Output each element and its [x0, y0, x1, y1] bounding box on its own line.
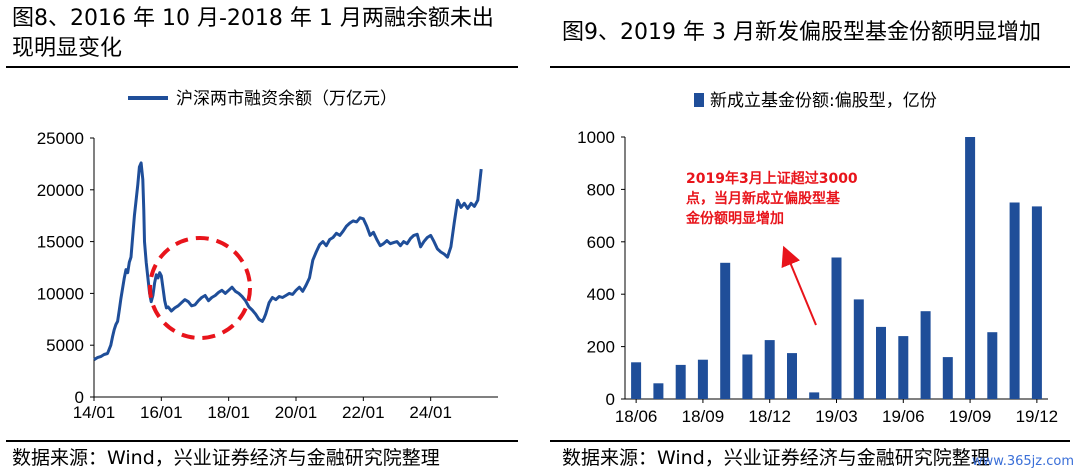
left-y-tick-label: 0 — [75, 388, 84, 407]
left-y-tick-label: 15000 — [37, 233, 84, 252]
bar — [898, 336, 909, 399]
bar — [1009, 202, 1020, 399]
left-source-rule — [6, 440, 518, 442]
left-panel: 图8、2016 年 10 月-2018 年 1 月两融余额未出现明显变化 0 50… — [0, 0, 522, 471]
bar — [653, 383, 664, 399]
bar — [631, 362, 642, 399]
annotation-line-1: 2019年3月上证超过3000 — [686, 170, 858, 187]
right-y-tick-label: 800 — [587, 180, 615, 199]
bar — [853, 299, 864, 399]
right-legend: 新成立基金份额:偏股型，亿份 — [694, 91, 937, 111]
right-x-tick-label: 18/12 — [748, 407, 791, 426]
right-legend-label: 新成立基金份额:偏股型，亿份 — [710, 91, 937, 111]
right-chart-title: 图9、2019 年 3 月新发偏股型基金份额明显增加 — [562, 20, 1041, 45]
right-axes: 0 200 400 600 800 1000 18/06 18/09 18/12 19/03 19/… — [577, 128, 1058, 426]
right-panel: 图9、2019 年 3 月新发偏股型基金份额明显增加 新成立基金份额:偏股型，亿… — [550, 0, 1080, 471]
annotation-line-3: 金份额明显增加 — [685, 210, 784, 227]
bar — [920, 311, 931, 399]
right-y-tick-label: 200 — [587, 338, 615, 357]
left-y-tick-label: 10000 — [37, 284, 84, 303]
bar — [764, 340, 775, 399]
bar — [987, 332, 998, 399]
right-x-tick-label: 19/06 — [882, 407, 925, 426]
right-x-tick-label: 19/03 — [815, 407, 858, 426]
right-source: 数据来源：Wind，兴业证券经济与金融研究院整理 — [562, 447, 990, 469]
bar — [720, 262, 731, 399]
left-legend: 沪深两市融资余额（万亿元） — [128, 89, 397, 109]
right-x-tick-label: 19/12 — [1016, 407, 1059, 426]
left-legend-label: 沪深两市融资余额（万亿元） — [176, 89, 397, 109]
left-x-tick-label: 22/01 — [342, 403, 385, 422]
annotation-arrow — [781, 245, 817, 326]
bar — [831, 257, 842, 399]
right-legend-swatch — [694, 93, 704, 107]
left-line-chart: 0 5000 10000 15000 20000 25000 14/01 16/01 18/01… — [37, 89, 498, 422]
bar — [742, 354, 753, 399]
bar — [787, 353, 797, 399]
right-x-tick-label: 18/09 — [682, 407, 725, 426]
annotation-line-2: 点，当月新成立偏股型基 — [686, 190, 841, 207]
left-y-tick-label: 25000 — [37, 129, 84, 148]
bar — [809, 392, 820, 399]
left-x-tick-label: 24/01 — [409, 403, 452, 422]
right-y-tick-label: 600 — [587, 233, 615, 252]
bar — [876, 326, 886, 399]
right-x-tick-label: 19/09 — [949, 407, 992, 426]
bar — [1031, 206, 1042, 399]
left-title-rule — [6, 66, 518, 68]
right-bars — [631, 137, 1042, 399]
right-y-tick-label: 400 — [587, 285, 615, 304]
bar — [942, 357, 953, 399]
highlight-circle — [148, 236, 252, 340]
right-bar-chart: 新成立基金份额:偏股型，亿份 0 200 400 600 800 1000 18/06 18/… — [577, 91, 1058, 426]
left-series-line — [93, 161, 483, 361]
left-y-tick-label: 5000 — [46, 336, 84, 355]
left-axes: 0 5000 10000 15000 20000 25000 14/01 16/01 18/01… — [37, 129, 498, 422]
bar — [697, 359, 708, 399]
left-source: 数据来源：Wind，兴业证券经济与金融研究院整理 — [12, 447, 440, 469]
left-y-tick-label: 20000 — [37, 181, 84, 200]
right-y-tick-label: 0 — [606, 390, 615, 409]
bar — [965, 137, 976, 399]
right-source-rule — [550, 440, 1070, 442]
right-y-tick-label: 1000 — [577, 128, 615, 147]
watermark: www.365jz.com — [972, 454, 1074, 469]
left-x-tick-label: 18/01 — [207, 403, 250, 422]
left-x-tick-label: 14/01 — [73, 403, 116, 422]
left-x-tick-label: 16/01 — [140, 403, 183, 422]
right-title-rule — [550, 66, 1070, 68]
right-x-tick-label: 18/06 — [615, 407, 658, 426]
bar — [675, 364, 686, 399]
left-x-tick-label: 20/01 — [275, 403, 318, 422]
annotation: 2019年3月上证超过3000 点，当月新成立偏股型基 金份额明显增加 — [685, 170, 858, 227]
left-chart-title: 图8、2016 年 10 月-2018 年 1 月两融余额未出现明显变化 — [12, 6, 494, 61]
